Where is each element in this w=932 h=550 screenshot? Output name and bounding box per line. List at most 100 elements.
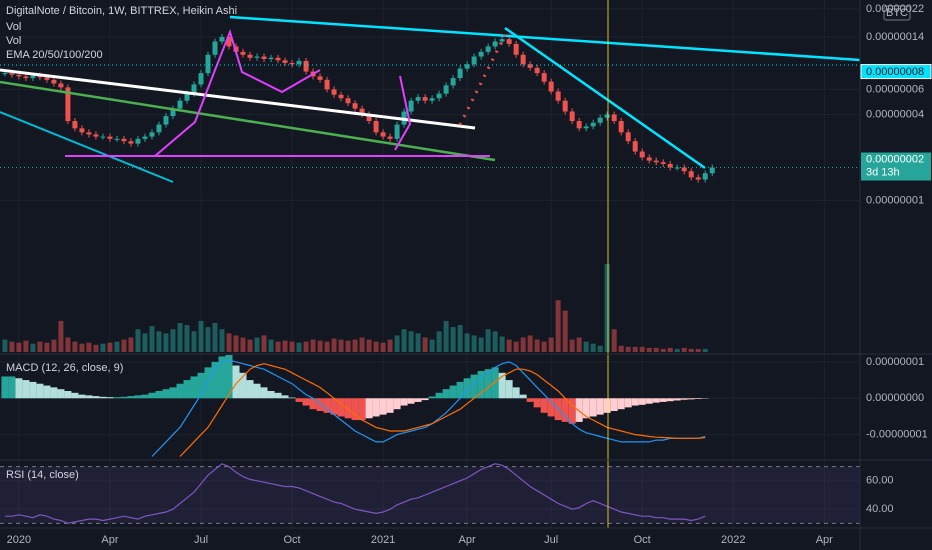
volume-bar [205,327,211,352]
legend-item: Vol [6,35,21,47]
volume-bar [688,348,694,352]
volume-bar [9,341,15,352]
histogram-bar [197,372,205,399]
volume-bar [65,337,71,352]
volume-bar [86,342,92,352]
volume-bar [569,339,575,352]
histogram-bar [547,398,555,417]
marks [0,33,860,524]
candle-body [527,64,533,68]
candle-body [93,134,99,137]
candle-body [9,73,15,75]
candle-body [611,114,617,122]
histogram-bar [610,398,618,411]
volume-bar [667,347,673,352]
candle-body [303,60,309,72]
candle-body [562,100,568,112]
candle-body [51,79,57,84]
histogram-bar [463,378,471,399]
histogram-bar [582,398,590,419]
candle-body [478,51,484,57]
volume-bar [576,337,582,352]
volume-bar [58,320,64,352]
histogram-bar [204,367,212,399]
legend-item: Vol [6,21,21,33]
candle-body [653,160,659,163]
candle-body [597,117,603,123]
histogram-bar [267,391,275,399]
histogram-bar [484,369,492,399]
candle-body [205,54,211,74]
volume-bar [303,341,309,352]
volume-bar [450,327,456,352]
candle-body [709,167,715,174]
candle-body [394,124,400,139]
candle-body [240,51,246,55]
rsi-line [4,463,706,524]
candle-body [345,98,351,104]
histogram-bar [491,367,499,399]
candle-body [702,173,708,180]
volume-bar [254,337,260,352]
volume-bar [415,333,421,352]
histogram-bar [351,398,359,421]
candle-body [338,94,344,99]
histogram-bar [561,398,569,422]
histogram-bar [526,398,534,402]
histogram-bar [631,398,639,406]
volume-bar [394,335,400,352]
volume-bar [590,343,596,352]
volume-bar [457,325,463,352]
y-tick-label: 0.00000000 [866,392,924,404]
histogram-bar [386,398,394,413]
volume-bar [177,323,183,352]
x-tick-label: 2020 [7,534,31,546]
candle-body [212,41,218,55]
volume-bar [296,342,302,352]
volume-bar [555,300,561,352]
grid [0,0,860,528]
volume-bar [163,333,169,352]
histogram-bar [575,398,583,422]
volume-bar [30,343,36,352]
volume-bar [625,346,631,352]
volume-bar [135,329,141,352]
volume-bar [660,348,666,352]
candle-body [471,56,477,65]
histogram-bar [519,394,527,399]
histogram-bar [302,398,310,406]
histogram-bar [442,389,450,399]
volume-bar [653,347,659,352]
candle-body [450,78,456,86]
candle-body [569,111,575,122]
volume-bar [359,337,365,352]
histogram-bar [400,398,408,406]
volume-bar [520,337,526,352]
histogram-bar [85,395,93,399]
volume-bar [149,326,155,352]
volume-bar [261,335,267,352]
histogram-bar [428,396,436,399]
histogram-bar [659,398,667,402]
candle-body [443,85,449,94]
histogram-bar [337,398,345,417]
volume-bar [93,344,99,352]
candle-body [317,76,323,80]
candle-body [415,97,421,101]
volume-bar [366,339,372,352]
histogram-bar [533,398,541,408]
candle-body [429,98,435,101]
candle-body [191,84,197,94]
volume-bar [282,340,288,352]
y-tick-label: -0.00000001 [866,429,928,441]
candle-body [79,128,85,133]
candle-body [219,36,225,42]
histogram-bar [148,392,156,399]
rsi-band [0,466,860,524]
volume-bar [345,340,351,352]
volume-bar [121,339,127,352]
trend-line [229,15,860,62]
histogram-bar [512,387,520,399]
